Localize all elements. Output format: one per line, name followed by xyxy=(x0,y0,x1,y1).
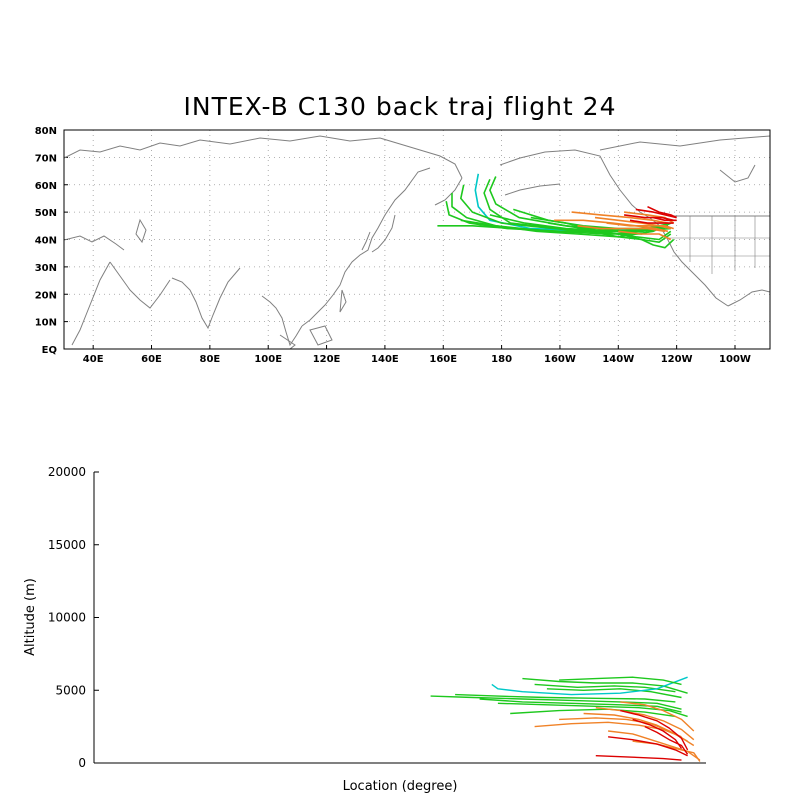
map-trajectory-9 xyxy=(489,214,669,233)
map-x-tick: 60E xyxy=(141,354,162,365)
map-y-tick: 50N xyxy=(35,208,57,219)
altitude-panel: 0 5000 10000 15000 20000 Location (degree) A… xyxy=(23,465,706,794)
map-y-tick: 30N xyxy=(35,263,57,274)
map-x-tick: 40E xyxy=(83,354,104,365)
altitude-trajectory-7 xyxy=(546,688,682,699)
altitude-trajectory-10 xyxy=(559,676,682,686)
altitude-trajectory-2 xyxy=(455,693,676,703)
coastline-kamchatka xyxy=(434,177,463,206)
altitude-trajectory-lines xyxy=(430,676,701,762)
coastline-borneo xyxy=(309,325,333,346)
coastline-japan xyxy=(371,214,396,253)
coastline-sumatra xyxy=(279,334,296,349)
coastline-canada-arctic xyxy=(599,135,770,151)
altitude-trajectory-15 xyxy=(608,730,701,761)
altitude-trajectory-11 xyxy=(534,721,682,738)
coastline-mediterranean xyxy=(64,235,125,251)
altitude-y-tick: 15000 xyxy=(48,538,86,552)
map-trajectory-14 xyxy=(571,211,669,224)
coastline-arabia xyxy=(109,261,171,309)
map-y-tick: 20N xyxy=(35,290,57,301)
altitude-trajectory-9 xyxy=(510,708,676,718)
map-trajectory-17 xyxy=(594,216,671,230)
altitude-trajectory-3 xyxy=(479,698,682,713)
altitude-trajectory-18 xyxy=(620,709,689,751)
coastline-africa xyxy=(71,261,111,346)
coastline-korea xyxy=(361,231,371,251)
map-x-tick: 100E xyxy=(254,354,282,365)
map-trajectory-13 xyxy=(559,227,672,243)
coastline-gulf xyxy=(727,289,770,307)
map-x-tick-labels: 40E 60E 80E 100E 120E 140E 160E 180 160W 140W 120W… xyxy=(83,354,751,365)
map-gridlines xyxy=(64,129,770,350)
map-y-tick: 60N xyxy=(35,181,57,192)
altitude-trajectory-22 xyxy=(595,755,682,761)
map-x-tick: 160W xyxy=(544,354,576,365)
map-trajectory-23 xyxy=(647,205,677,219)
map-x-tick: 140W xyxy=(602,354,634,365)
map-x-tick: 160E xyxy=(429,354,457,365)
altitude-y-tick: 20000 xyxy=(48,465,86,479)
coastline-caspian xyxy=(135,218,147,244)
altitude-y-tick: 0 xyxy=(78,756,86,770)
map-y-tick-labels: EQ 10N 20N 30N 40N 50N 60N 70N 80N xyxy=(35,126,57,356)
altitude-trajectory-14 xyxy=(595,707,695,741)
map-x-tick: 140E xyxy=(371,354,399,365)
altitude-y-axis-label: Altitude (m) xyxy=(23,578,38,656)
altitude-y-tick: 10000 xyxy=(48,611,86,625)
coastline-alaska xyxy=(499,149,641,213)
altitude-trajectory-8 xyxy=(491,676,688,696)
chart-title: INTEX-B C130 back traj flight 24 xyxy=(183,92,617,121)
coastline-hudson-bay xyxy=(719,164,756,183)
trajectory-lines xyxy=(437,173,677,249)
map-trajectory-24 xyxy=(629,219,674,224)
altitude-trajectory-4 xyxy=(497,702,688,718)
altitude-y-tick-labels: 0 5000 10000 15000 20000 xyxy=(48,465,99,770)
altitude-trajectory-19 xyxy=(632,718,683,749)
altitude-y-tick: 5000 xyxy=(55,683,86,697)
map-y-tick: 10N xyxy=(35,318,57,329)
map-x-tick: 100W xyxy=(719,354,751,365)
coastline-aleutians xyxy=(504,183,561,196)
state-borders xyxy=(668,216,770,274)
altitude-trajectory-5 xyxy=(522,677,688,694)
coastline-north-eurasia xyxy=(64,135,463,179)
altitude-trajectory-21 xyxy=(608,736,688,757)
altitude-trajectory-20 xyxy=(644,725,689,755)
map-x-tick: 120E xyxy=(313,354,341,365)
coastline-east-asia xyxy=(301,167,431,327)
map-y-tick: 80N xyxy=(35,126,57,137)
map-x-tick: 180 xyxy=(491,354,512,365)
coastline-india xyxy=(171,267,241,330)
map-trajectory-19 xyxy=(606,222,674,230)
altitude-trajectory-12 xyxy=(559,717,688,742)
map-y-tick: EQ xyxy=(42,345,57,356)
map-trajectory-25 xyxy=(653,216,677,222)
coastline-north-america-west xyxy=(639,211,729,307)
coastline-philippines xyxy=(339,289,347,313)
altitude-trajectory-1 xyxy=(430,695,682,710)
map-trajectory-8 xyxy=(460,219,672,238)
altitude-x-axis-label: Location (degree) xyxy=(343,779,458,794)
map-y-tick: 40N xyxy=(35,236,57,247)
altitude-trajectory-16 xyxy=(620,701,695,732)
map-x-tick: 120W xyxy=(661,354,693,365)
map-y-tick: 70N xyxy=(35,153,57,164)
map-x-tick: 80E xyxy=(199,354,220,365)
map-trajectory-21 xyxy=(635,208,677,219)
map-trajectory-18 xyxy=(618,230,672,241)
coastlines xyxy=(64,135,770,349)
map-panel: 40E 60E 80E 100E 120E 140E 160E 180 160W 140W 120W… xyxy=(35,126,771,365)
map-frame xyxy=(63,129,771,350)
coastline-southeast-asia xyxy=(261,295,303,347)
map-trajectory-16 xyxy=(577,225,666,233)
